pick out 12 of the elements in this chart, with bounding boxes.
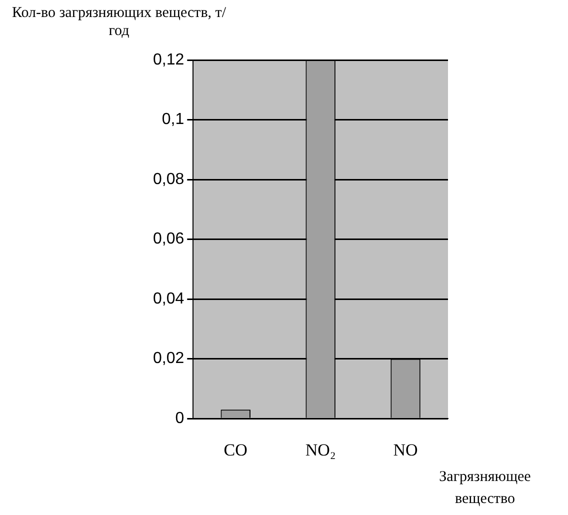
x-tick-label: NO₂: [305, 440, 336, 460]
x-axis-title: Загрязняющее вещество: [438, 468, 532, 509]
y-tick-label: 0,1: [162, 111, 184, 128]
y-tick-label: 0,02: [153, 350, 184, 368]
x-tick-label: NO: [393, 440, 418, 460]
y-tick-label: 0,12: [153, 51, 184, 68]
y-axis-title: Кол-во загрязняющих веществ, т/год: [10, 4, 228, 40]
y-tick-label: 0: [175, 410, 184, 428]
y-tick-label: 0,08: [153, 170, 184, 188]
y-tick-label: 0,06: [153, 230, 184, 248]
x-tick-label: CO: [224, 440, 248, 460]
y-tick-label: 0,04: [153, 290, 184, 308]
